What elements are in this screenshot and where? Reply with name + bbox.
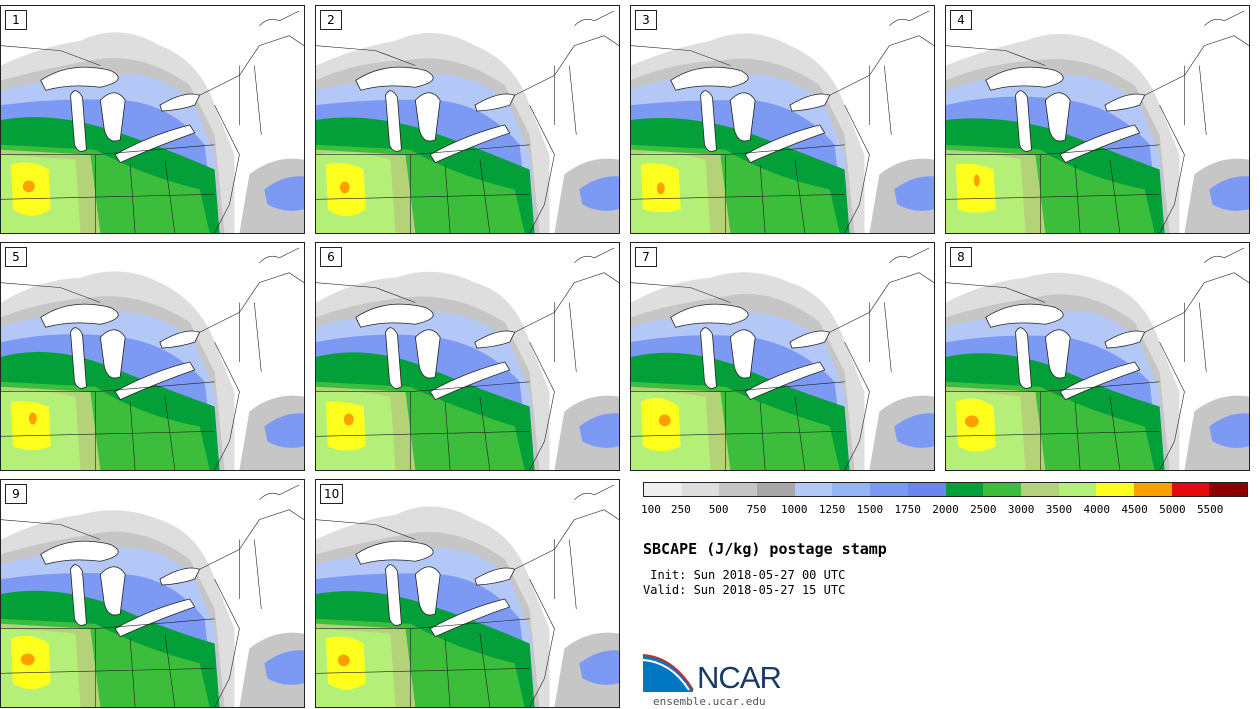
legend-swatch — [1096, 483, 1134, 496]
ensemble-member-map: 10 — [315, 479, 620, 708]
legend-tick-label: 1500 — [856, 503, 884, 516]
member-label: 2 — [320, 10, 342, 30]
legend-tick-label: 3000 — [1007, 503, 1035, 516]
legend-swatch — [681, 483, 720, 496]
ensemble-member-map: 1 — [0, 5, 305, 234]
ensemble-member-map: 7 — [630, 242, 935, 471]
member-label: 6 — [320, 247, 342, 267]
legend-tick-label: 3500 — [1045, 503, 1073, 516]
member-label: 1 — [5, 10, 27, 30]
member-label: 3 — [635, 10, 657, 30]
member-label: 7 — [635, 247, 657, 267]
member-label: 8 — [950, 247, 972, 267]
legend-swatch — [1209, 483, 1247, 496]
valid-time: Valid: Sun 2018-05-27 15 UTC — [643, 583, 846, 597]
legend-swatch — [983, 483, 1021, 496]
colorbar-ticks: 100 250 500 750 1000 1250 1500 1750 2000 2500 3000… — [641, 503, 1248, 517]
legend-tick-label: 4500 — [1121, 503, 1148, 516]
legend-swatch — [832, 483, 871, 496]
legend-swatch — [1058, 483, 1097, 496]
product-title: SBCAPE (J/kg) postage stamp — [643, 540, 887, 558]
legend-swatch — [794, 483, 833, 496]
legend-swatch — [870, 483, 908, 496]
init-time: Init: Sun 2018-05-27 00 UTC — [643, 568, 846, 582]
legend-swatch — [1020, 483, 1059, 496]
legend-tick-label: 750 — [746, 503, 767, 516]
colorbar-legend — [643, 482, 1248, 497]
ncar-logo-icon — [643, 654, 694, 692]
legend-tick-label: 2000 — [932, 503, 959, 516]
legend-tick-label: 1000 — [781, 503, 808, 516]
legend-swatch — [719, 483, 758, 496]
legend-tick-label: 1750 — [894, 503, 921, 516]
legend-tick-label: 2500 — [970, 503, 997, 516]
legend-swatch — [907, 483, 946, 496]
legend-tick-label: 500 — [708, 503, 729, 516]
legend-tick-label: 5000 — [1159, 503, 1186, 516]
ensemble-member-map: 4 — [945, 5, 1250, 234]
legend-swatch — [757, 483, 795, 496]
legend-swatch — [644, 483, 682, 496]
legend-tick-label: 250 — [670, 503, 691, 516]
ensemble-member-map: 6 — [315, 242, 620, 471]
legend-swatch — [1133, 483, 1172, 496]
ensemble-member-map: 2 — [315, 5, 620, 234]
legend-tick-label: 1250 — [818, 503, 846, 516]
ensemble-member-map: 5 — [0, 242, 305, 471]
ncar-logo-text: NCAR — [697, 660, 782, 695]
legend-tick-label: 100 — [641, 503, 661, 516]
member-label: 4 — [950, 10, 972, 30]
site-url: ensemble.ucar.edu — [653, 695, 766, 708]
legend-swatch — [945, 483, 984, 496]
ensemble-member-map: 9 — [0, 479, 305, 708]
member-label: 5 — [5, 247, 27, 267]
ensemble-member-map: 3 — [630, 5, 935, 234]
ensemble-member-map: 8 — [945, 242, 1250, 471]
member-label: 10 — [320, 484, 344, 504]
member-label: 9 — [5, 484, 27, 504]
legend-swatch — [1171, 483, 1210, 496]
legend-tick-label: 5500 — [1196, 503, 1224, 516]
legend-tick-label: 4000 — [1083, 503, 1111, 516]
